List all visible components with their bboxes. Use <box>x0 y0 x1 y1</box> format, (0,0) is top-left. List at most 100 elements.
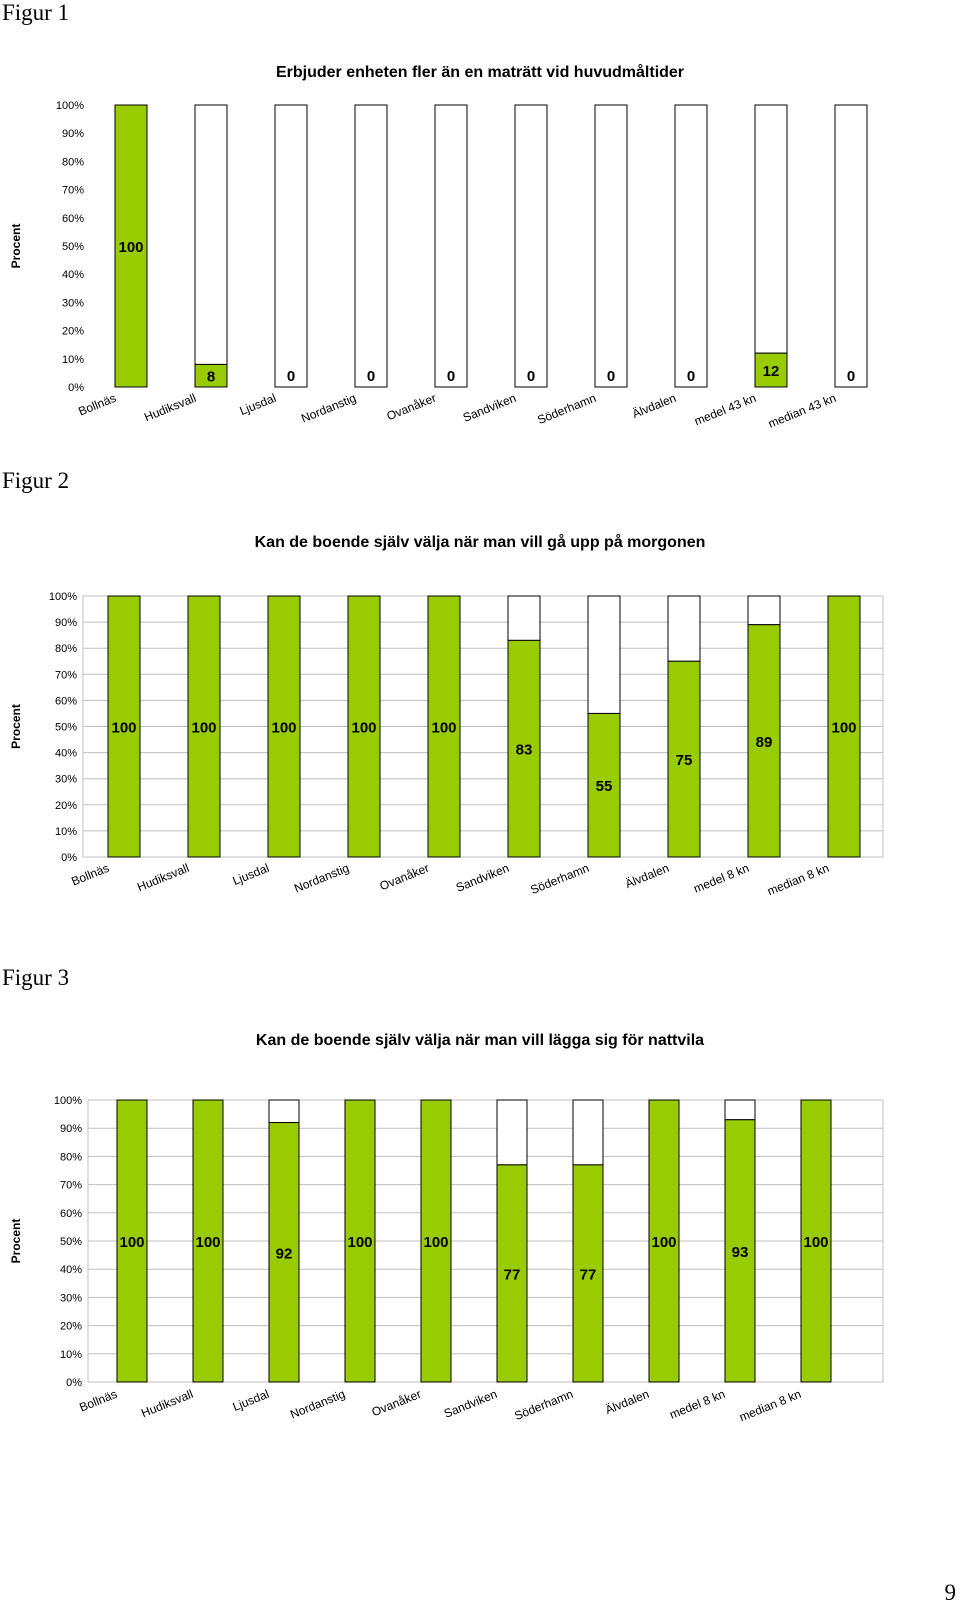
x-tick-label: Hudiksvall <box>139 1387 195 1420</box>
bar <box>187 595 221 858</box>
bar-remainder <box>572 1099 604 1166</box>
y-tick-label: 70% <box>55 669 77 681</box>
data-label: 100 <box>191 720 216 737</box>
bar <box>192 1099 224 1383</box>
bar-remainder <box>194 104 228 365</box>
y-tick-label: 80% <box>55 643 77 655</box>
y-tick-label: 80% <box>60 1151 82 1163</box>
x-tick-label: Söderhamn <box>512 1387 575 1423</box>
x-tick-label: Ovanåker <box>378 861 431 893</box>
bar <box>648 1099 680 1383</box>
x-tick-label: medel 8 kn <box>667 1387 727 1422</box>
x-tick-label: Nordanstig <box>299 391 358 426</box>
data-label: 0 <box>287 368 295 385</box>
data-label: 100 <box>119 1234 144 1251</box>
data-label: 100 <box>118 239 143 256</box>
data-label: 8 <box>207 369 215 386</box>
x-tick-label: Sandviken <box>461 391 518 425</box>
data-label: 100 <box>803 1234 828 1251</box>
data-label: 55 <box>596 778 613 795</box>
plot-frame <box>82 595 884 858</box>
y-tick-label: 90% <box>55 617 77 629</box>
y-tick-label: 100% <box>56 100 84 112</box>
x-tick-label: median 8 kn <box>765 861 831 898</box>
y-tick-label: 80% <box>62 156 84 168</box>
x-tick-label: Ovanåker <box>370 1387 423 1419</box>
bar-remainder <box>667 595 701 662</box>
data-label: 0 <box>527 368 535 385</box>
y-tick-label: 30% <box>55 774 77 786</box>
y-tick-label: 40% <box>55 748 77 760</box>
bar-remainder <box>268 1099 300 1124</box>
bar <box>194 363 228 388</box>
x-tick-label: Nordanstig <box>292 861 351 896</box>
y-tick-label: 20% <box>55 800 77 812</box>
x-tick-label: Hudiksvall <box>142 391 198 424</box>
data-label: 0 <box>847 368 855 385</box>
figure-1-label: Figur 1 <box>2 0 70 25</box>
y-axis-label: Procent <box>9 704 23 749</box>
bar-remainder <box>434 104 468 388</box>
bar <box>268 1122 300 1383</box>
y-tick-label: 50% <box>62 241 84 253</box>
y-tick-label: 70% <box>60 1180 82 1192</box>
y-tick-label: 0% <box>68 382 84 394</box>
bar-remainder <box>514 104 548 388</box>
chart-1: Erbjuder enheten fler än en maträtt vid … <box>0 55 960 455</box>
bar <box>754 352 788 388</box>
bar <box>267 595 301 858</box>
bar-remainder <box>354 104 388 388</box>
x-tick-label: Sandviken <box>442 1387 499 1421</box>
x-tick-label: median 8 kn <box>737 1387 803 1424</box>
x-tick-label: Hudiksvall <box>135 861 191 894</box>
bar <box>344 1099 376 1383</box>
y-tick-label: 20% <box>62 326 84 338</box>
bar-remainder <box>594 104 628 388</box>
bar <box>827 595 861 858</box>
data-label: 100 <box>351 720 376 737</box>
bar <box>114 104 148 388</box>
data-label: 0 <box>367 368 375 385</box>
x-tick-label: Bollnäs <box>69 861 111 889</box>
y-tick-label: 100% <box>49 591 77 603</box>
bar <box>587 712 621 858</box>
bar-remainder <box>754 104 788 354</box>
x-tick-label: Ljusdal <box>231 861 272 888</box>
data-label: 0 <box>687 368 695 385</box>
bar-remainder <box>507 595 541 641</box>
chart-title: Kan de boende själv välja när man vill g… <box>255 533 706 551</box>
data-label: 100 <box>195 1234 220 1251</box>
chart-title: Kan de boende själv välja när man vill l… <box>256 1032 704 1049</box>
chart-3: Kan de boende själv välja när man vill l… <box>0 1025 960 1445</box>
x-tick-label: Ovanåker <box>385 391 438 423</box>
data-label: 100 <box>431 720 456 737</box>
y-tick-label: 90% <box>60 1123 82 1135</box>
x-tick-label: Bollnäs <box>76 391 118 419</box>
bar-remainder <box>674 104 708 388</box>
x-tick-label: medel 43 kn <box>692 391 758 428</box>
bar <box>572 1164 604 1383</box>
bar <box>427 595 461 858</box>
y-tick-label: 40% <box>62 269 84 281</box>
x-tick-label: Söderhamn <box>528 861 591 897</box>
figure-3-label: Figur 3 <box>2 965 70 990</box>
y-tick-label: 10% <box>55 826 77 838</box>
y-axis-label: Procent <box>9 1219 23 1264</box>
page-number: 9 <box>944 1580 957 1605</box>
chart-svg: Kan de boende själv välja när man vill g… <box>9 533 884 898</box>
data-label: 12 <box>763 363 780 380</box>
x-tick-label: Älvdalen <box>623 861 671 891</box>
data-label: 89 <box>756 734 773 751</box>
bar <box>747 624 781 858</box>
x-tick-label: medel 8 kn <box>691 861 751 896</box>
x-tick-label: Sandviken <box>454 861 511 895</box>
data-label: 92 <box>276 1245 293 1262</box>
x-tick-label: Älvdalen <box>630 391 678 421</box>
y-tick-label: 10% <box>60 1349 82 1361</box>
y-tick-label: 60% <box>62 213 84 225</box>
data-label: 83 <box>516 742 533 759</box>
bar <box>107 595 141 858</box>
y-tick-label: 90% <box>62 128 84 140</box>
bar-remainder <box>587 595 621 714</box>
bar <box>507 639 541 858</box>
